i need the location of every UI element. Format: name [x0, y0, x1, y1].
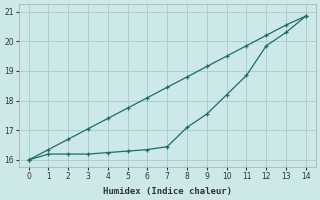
- X-axis label: Humidex (Indice chaleur): Humidex (Indice chaleur): [103, 187, 232, 196]
